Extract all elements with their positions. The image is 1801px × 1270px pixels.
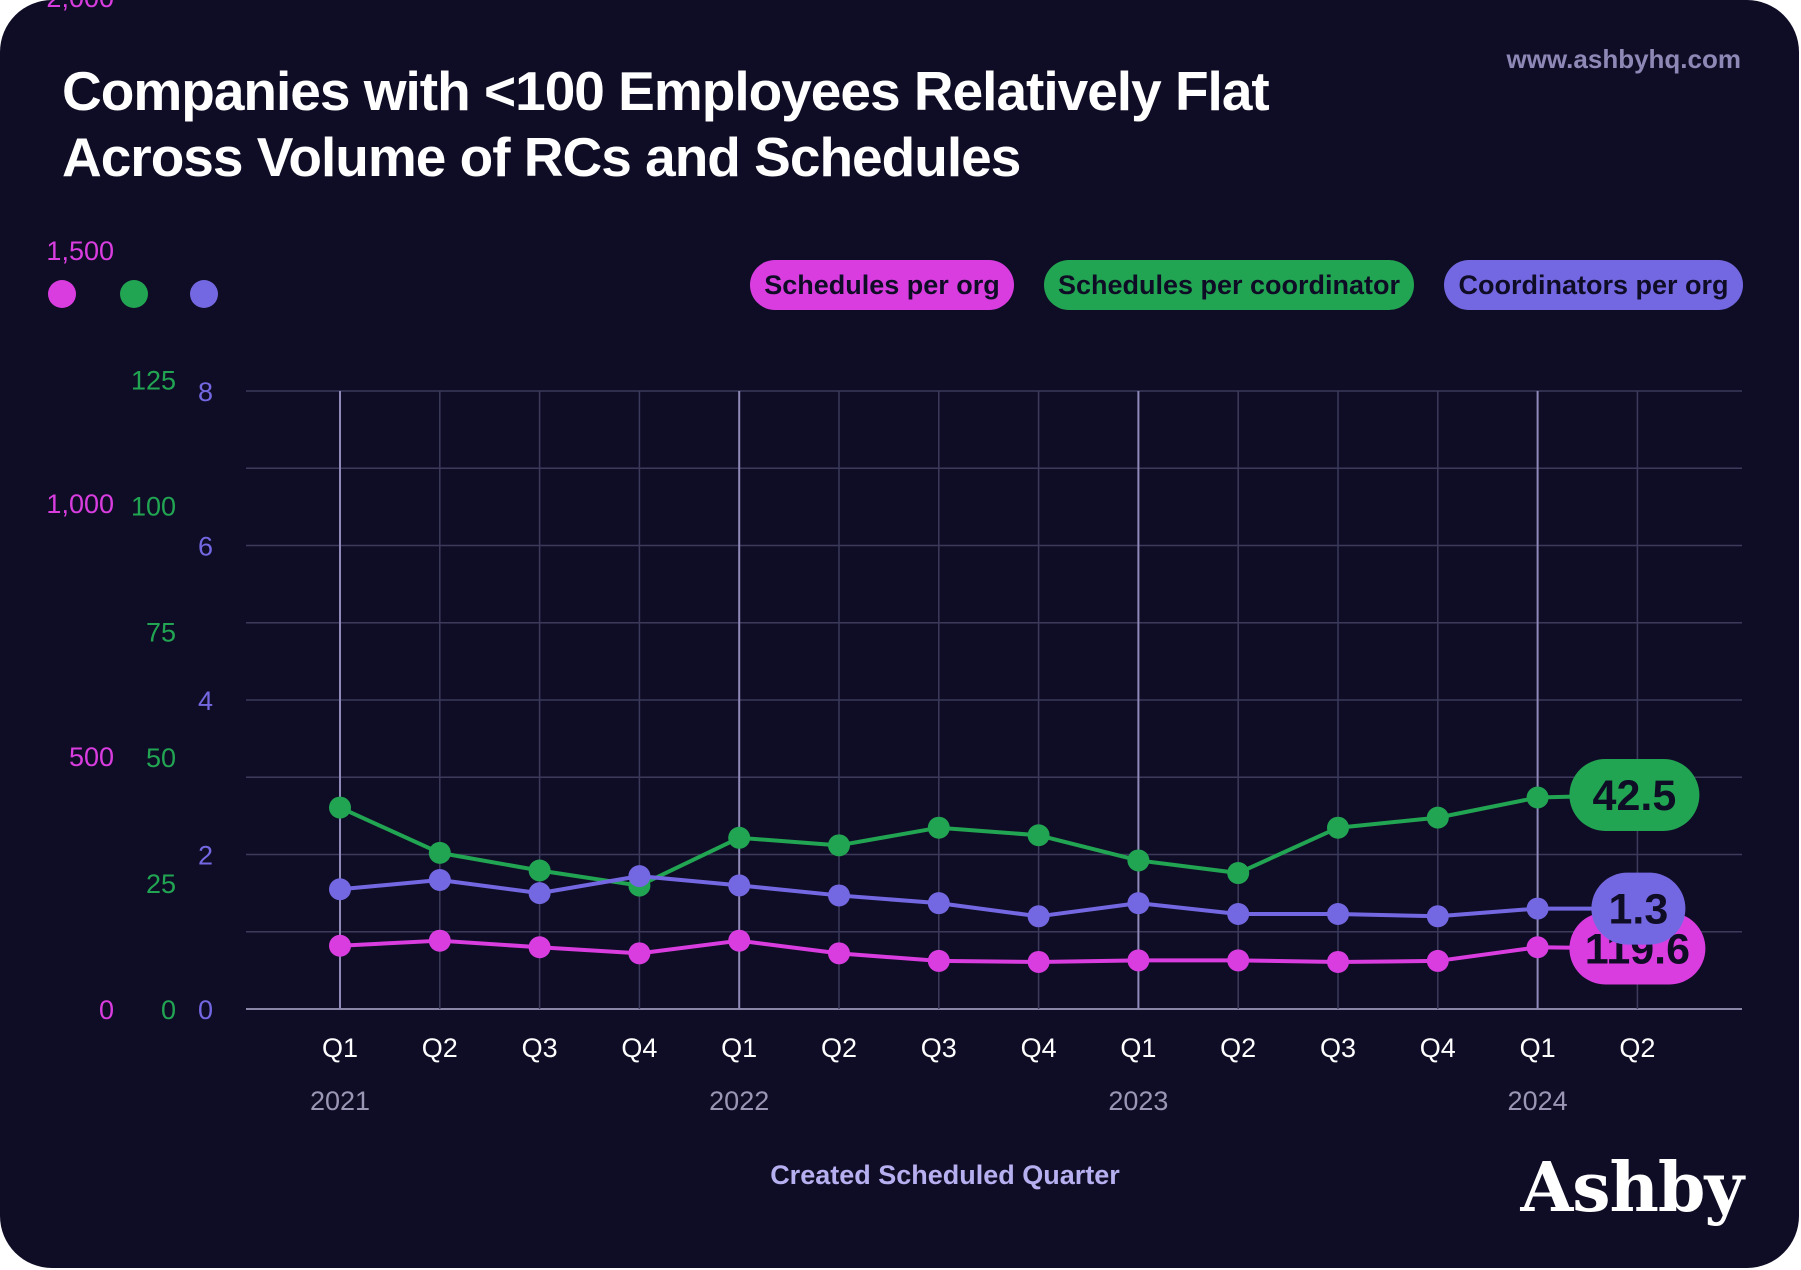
data-point-schedules-per-org: [329, 934, 351, 957]
data-point-schedules-per-coordinator: [927, 816, 950, 839]
data-point-coordinators-per-org: [927, 892, 950, 915]
y-tick-label-schedules-per-coordinator: 125: [131, 366, 176, 396]
data-point-coordinators-per-org: [1027, 905, 1050, 928]
y-tick-label-schedules-per-org: 0: [99, 995, 114, 1025]
end-value-label-schedules-per-coordinator: 42.5: [1593, 772, 1677, 820]
chart-title: Companies with <100 Employees Relatively…: [62, 58, 1362, 190]
x-tick-label: Q2: [821, 1033, 857, 1063]
y-tick-label-coordinators-per-org: 8: [198, 377, 213, 407]
ashby-logo: Ashby: [1520, 1148, 1744, 1228]
x-tick-label: Q1: [1520, 1033, 1556, 1063]
legend-schedules-per-org: Schedules per org: [750, 260, 1014, 310]
data-point-schedules-per-org: [1327, 950, 1349, 973]
x-year-label: 2023: [1108, 1086, 1168, 1116]
y-tick-label-schedules-per-coordinator: 100: [131, 491, 176, 521]
y-tick-label-coordinators-per-org: 6: [198, 532, 213, 562]
data-point-coordinators-per-org: [728, 874, 751, 897]
x-year-label: 2024: [1508, 1086, 1568, 1116]
x-tick-label: Q2: [1619, 1033, 1655, 1063]
y-tick-label-schedules-per-org: 1,000: [46, 489, 114, 519]
data-point-schedules-per-coordinator: [329, 796, 351, 819]
series-line-coordinators-per-org: [339, 874, 1638, 919]
x-tick-label: Q3: [522, 1033, 558, 1063]
x-tick-label: Q2: [1220, 1033, 1256, 1063]
end-value-label-coordinators-per-org: 1.3: [1609, 886, 1669, 934]
x-tick-label: Q3: [921, 1033, 957, 1063]
data-point-schedules-per-org: [1027, 950, 1050, 973]
data-point-schedules-per-coordinator: [1227, 862, 1250, 885]
data-point-schedules-per-org: [1526, 936, 1549, 959]
x-axis-title: Created Scheduled Quarter: [770, 1160, 1120, 1190]
data-point-schedules-per-org: [927, 949, 950, 972]
data-point-coordinators-per-org: [1227, 902, 1250, 925]
schedules-per-coordinator-axis-dot: [120, 280, 148, 308]
x-year-label: 2022: [709, 1086, 769, 1116]
data-point-coordinators-per-org: [329, 878, 351, 901]
data-point-coordinators-per-org: [1526, 897, 1549, 920]
data-point-coordinators-per-org: [528, 882, 551, 905]
x-year-label: 2021: [310, 1086, 370, 1116]
legend-coordinators-per-org: Coordinators per org: [1444, 260, 1743, 310]
y-tick-label-schedules-per-org: 2,000: [46, 0, 114, 13]
data-point-schedules-per-org: [628, 942, 651, 965]
x-tick-label: Q1: [721, 1033, 757, 1063]
y-tick-label-schedules-per-org: 1,500: [46, 236, 114, 266]
data-point-coordinators-per-org: [1127, 892, 1150, 915]
chart-title-line-2: Across Volume of RCs and Schedules: [62, 126, 1021, 188]
data-point-schedules-per-coordinator: [528, 859, 551, 882]
data-point-schedules-per-org: [428, 929, 451, 952]
chart-title-line-1: Companies with <100 Employees Relatively…: [62, 60, 1270, 122]
end-value-badge-coordinators-per-org: [1591, 872, 1686, 945]
data-point-schedules-per-org: [528, 936, 551, 959]
data-point-coordinators-per-org: [428, 868, 451, 891]
data-point-coordinators-per-org: [828, 884, 850, 907]
data-point-coordinators-per-org: [1327, 902, 1349, 925]
source-url[interactable]: www.ashbyhq.com: [1506, 44, 1741, 74]
data-point-schedules-per-coordinator: [1127, 849, 1150, 872]
y-tick-label-schedules-per-org: 500: [69, 742, 114, 772]
series-line-schedules-per-org: [339, 938, 1638, 964]
series-line-schedules-per-coordinator: [339, 792, 1638, 888]
data-point-schedules-per-org: [828, 942, 850, 965]
x-tick-label: Q4: [621, 1033, 657, 1063]
data-point-schedules-per-coordinator: [1027, 824, 1050, 847]
y-tick-label-schedules-per-coordinator: 75: [146, 617, 176, 647]
y-tick-label-schedules-per-coordinator: 50: [146, 743, 176, 773]
x-tick-label: Q2: [422, 1033, 458, 1063]
y-tick-label-coordinators-per-org: 4: [198, 686, 213, 716]
data-point-schedules-per-org: [1426, 949, 1449, 972]
x-tick-label: Q1: [1120, 1033, 1156, 1063]
coordinators-per-org-axis-dot: [190, 280, 218, 308]
x-tick-label: Q4: [1420, 1033, 1456, 1063]
data-point-schedules-per-org: [1127, 949, 1150, 972]
data-point-schedules-per-org: [1227, 949, 1250, 972]
data-point-coordinators-per-org: [1426, 905, 1449, 928]
data-point-schedules-per-coordinator: [1426, 806, 1449, 829]
end-value-badge-schedules-per-coordinator: [1569, 758, 1700, 831]
data-point-schedules-per-coordinator: [828, 834, 850, 857]
data-point-schedules-per-coordinator: [428, 841, 451, 864]
data-point-schedules-per-coordinator: [1526, 786, 1549, 809]
x-tick-label: Q3: [1320, 1033, 1356, 1063]
x-tick-label: Q1: [322, 1033, 358, 1063]
y-tick-label-schedules-per-coordinator: 25: [146, 869, 176, 899]
schedules-per-org-axis-dot: [48, 280, 76, 308]
data-point-schedules-per-org: [728, 929, 751, 952]
legend-schedules-per-coordinator: Schedules per coordinator: [1044, 260, 1414, 310]
data-point-schedules-per-coordinator: [1327, 816, 1349, 839]
y-tick-label-schedules-per-coordinator: 0: [161, 995, 176, 1025]
y-tick-label-coordinators-per-org: 0: [198, 995, 213, 1025]
data-point-schedules-per-coordinator: [728, 826, 751, 849]
data-point-coordinators-per-org: [628, 865, 651, 888]
y-tick-label-coordinators-per-org: 2: [198, 841, 213, 871]
x-tick-label: Q4: [1021, 1033, 1057, 1063]
